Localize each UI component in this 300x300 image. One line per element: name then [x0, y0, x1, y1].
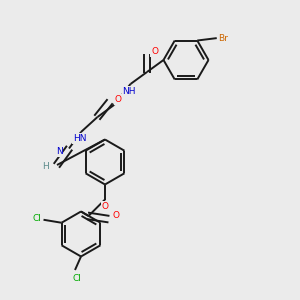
Text: O: O [101, 202, 109, 211]
Text: O: O [112, 212, 119, 220]
Text: O: O [114, 95, 122, 104]
Text: HN: HN [73, 134, 86, 143]
Text: Cl: Cl [72, 274, 81, 283]
Text: N: N [56, 147, 62, 156]
Text: O: O [151, 47, 158, 56]
Text: H: H [42, 162, 49, 171]
Text: NH: NH [122, 87, 136, 96]
Text: Cl: Cl [32, 214, 41, 223]
Text: Br: Br [218, 34, 228, 43]
